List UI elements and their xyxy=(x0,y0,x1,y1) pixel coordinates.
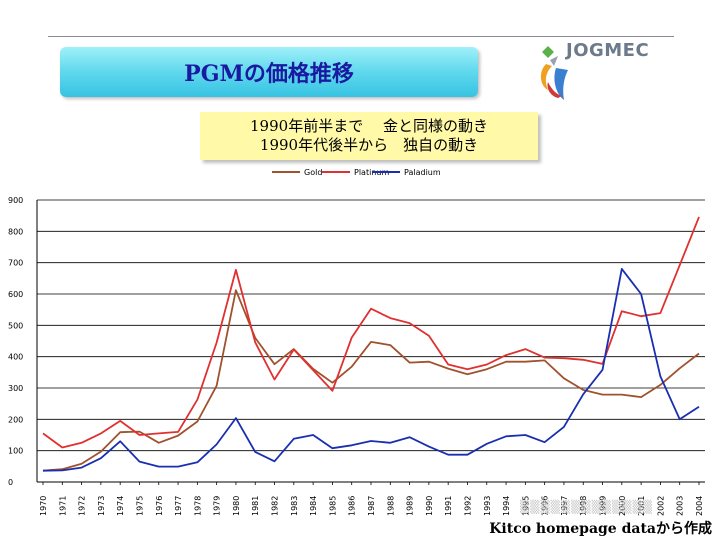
y-tick-label: 600 xyxy=(8,290,23,299)
x-tick-label: 1999 xyxy=(599,496,608,516)
y-tick-label: 100 xyxy=(8,447,23,456)
y-tick-label: 300 xyxy=(8,384,23,393)
x-tick-label: 1993 xyxy=(483,496,492,516)
series-line-paladium xyxy=(42,268,700,472)
x-tick-label: 1980 xyxy=(232,496,241,516)
x-tick-label: 2002 xyxy=(656,496,665,516)
x-tick-label: 1988 xyxy=(386,496,395,516)
x-tick-label: 1981 xyxy=(251,496,260,516)
y-tick-label: 400 xyxy=(8,353,23,362)
x-tick-label: 2003 xyxy=(676,496,685,516)
x-tick-label: 1985 xyxy=(328,496,337,516)
y-tick-label: 0 xyxy=(8,478,13,487)
y-tick-label: 500 xyxy=(8,321,23,330)
y-tick-label: 900 xyxy=(8,196,23,205)
x-tick-label: 1994 xyxy=(502,496,511,516)
source-note: Kitco homepage dataから作成 xyxy=(489,521,712,537)
note-line-2: 1990年代後半から 独自の動き xyxy=(259,136,479,154)
x-tick-label: 1997 xyxy=(560,496,569,516)
x-tick-label: 1992 xyxy=(463,496,472,516)
note-line-1: 1990年前半まで 金と同様の動き xyxy=(250,117,488,135)
x-tick-label: 1978 xyxy=(193,496,202,516)
x-tick-label: 1984 xyxy=(309,496,318,516)
series-line-platinum xyxy=(42,216,700,449)
y-tick-label: 700 xyxy=(8,259,23,268)
legend: Gold Platinum Paladium xyxy=(272,168,441,177)
legend-label: Gold xyxy=(304,168,322,177)
x-tick-label: 1974 xyxy=(116,496,125,516)
x-tick-label: 2000 xyxy=(618,496,627,516)
x-tick-label: 1986 xyxy=(348,496,357,516)
x-tick-label: 1972 xyxy=(78,496,87,516)
x-tick-label: 1975 xyxy=(135,496,144,516)
x-tick-label: 2001 xyxy=(637,496,646,516)
x-tick-label: 1973 xyxy=(97,496,106,516)
x-tick-label: 1996 xyxy=(541,496,550,516)
y-axis: 0 100 200 300 400 500 600 700 800 900 xyxy=(8,196,23,487)
x-tick-label: 1977 xyxy=(174,496,183,516)
x-tick-label: 1998 xyxy=(579,496,588,516)
x-tick-label: 1990 xyxy=(425,496,434,516)
legend-label: Platinum xyxy=(354,168,389,177)
x-tick-label: 1971 xyxy=(58,496,67,516)
series-line-gold xyxy=(42,289,700,472)
x-axis: 1970 1971 1972 1973 1974 1975 1976 1977 1978 1979… xyxy=(39,482,704,516)
x-tick-label: 1995 xyxy=(521,496,530,516)
x-tick-label: 2004 xyxy=(695,496,704,516)
top-rule xyxy=(48,36,674,37)
x-tick-label: 1983 xyxy=(290,496,299,516)
y-tick-label: 800 xyxy=(8,227,23,236)
legend-label: Paladium xyxy=(404,168,441,177)
x-tick-label: 1979 xyxy=(213,496,222,516)
page-title: PGMの価格推移 xyxy=(184,61,354,87)
jogmec-logo-icon xyxy=(540,46,568,100)
note-box: 1990年前半まで 金と同様の動き 1990年代後半から 独自の動き xyxy=(200,112,538,160)
x-tick-label: 1976 xyxy=(155,496,164,516)
title-box: PGMの価格推移 xyxy=(60,47,478,97)
price-chart: Gold Platinum Paladium 0 100 200 300 400 500 600… xyxy=(8,168,705,516)
x-tick-label: 1991 xyxy=(444,496,453,516)
logo-text: JOGMEC xyxy=(566,40,650,61)
x-tick-label: 1970 xyxy=(39,496,48,516)
x-tick-label: 1982 xyxy=(271,496,280,516)
x-tick-label: 1987 xyxy=(367,496,376,516)
watermark: ▒▒▒▒▒▒▒▒▒▒▒▒▒ xyxy=(520,500,653,514)
x-tick-label: 1989 xyxy=(406,496,415,516)
y-tick-label: 200 xyxy=(8,415,23,424)
series-lines xyxy=(42,216,700,472)
